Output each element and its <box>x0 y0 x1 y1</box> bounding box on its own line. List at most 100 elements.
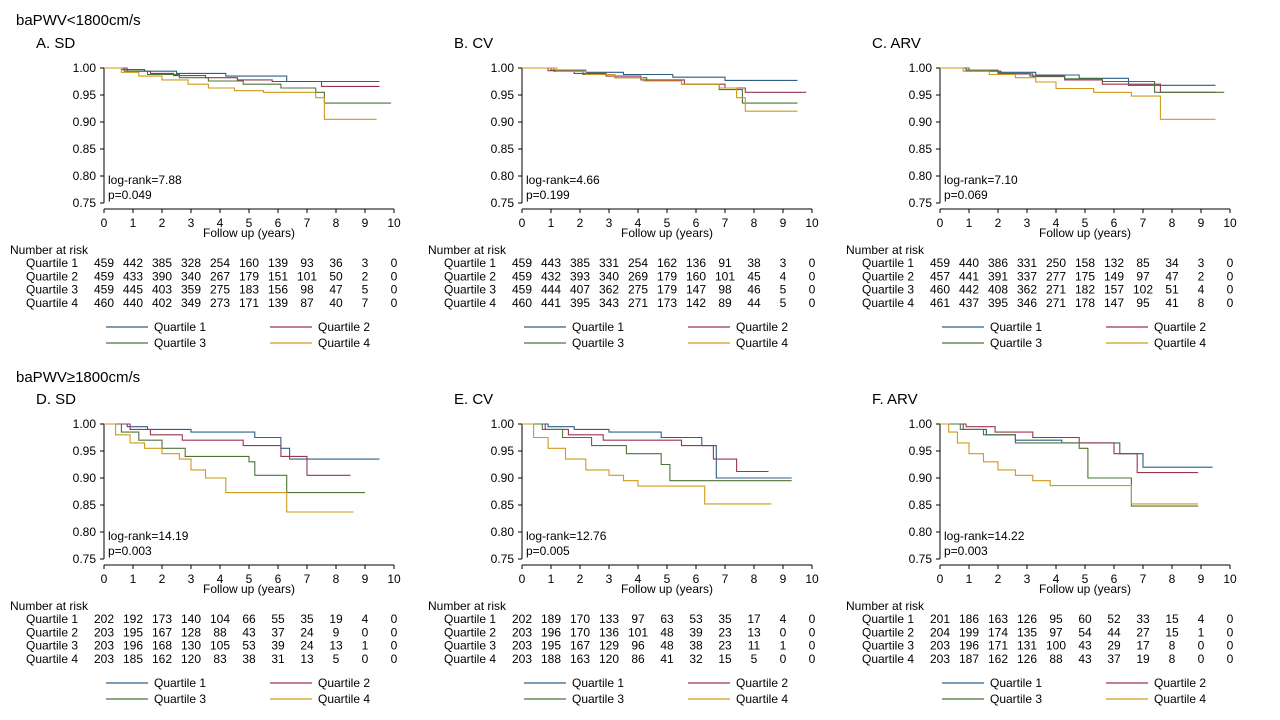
x-tick-label: 3 <box>188 216 195 230</box>
risk-cell: 105 <box>210 639 230 653</box>
legend: Quartile 1 Quartile 2 Quartile 3 Quartile 4 <box>524 320 788 350</box>
risk-cell: 202 <box>94 612 114 626</box>
x-tick-label: 4 <box>635 572 642 586</box>
x-tick-label: 8 <box>1169 572 1176 586</box>
y-tick-label: 0.95 <box>909 444 933 458</box>
risk-cell: 97 <box>1049 625 1063 639</box>
y-tick-label: 0.80 <box>909 525 933 539</box>
risk-cell: 8 <box>1169 639 1176 653</box>
risk-cell: 441 <box>959 269 979 283</box>
panel-title: A. SD <box>36 35 75 52</box>
risk-cell: 0 <box>362 652 369 666</box>
risk-cell: 2 <box>362 269 369 283</box>
risk-cell: 160 <box>686 269 706 283</box>
risk-cell: 3 <box>362 256 369 270</box>
km-curve-quartile-2 <box>940 423 1199 474</box>
risk-cell: 254 <box>628 256 648 270</box>
risk-cell: 179 <box>657 269 677 283</box>
risk-cell: 0 <box>780 625 787 639</box>
risk-cell: 27 <box>1136 625 1150 639</box>
risk-cell: 385 <box>152 256 172 270</box>
risk-cell: 55 <box>271 612 285 626</box>
risk-cell: 459 <box>512 256 532 270</box>
risk-cell: 0 <box>391 639 398 653</box>
x-tick-label: 0 <box>519 216 526 230</box>
km-curve-quartile-4 <box>104 67 377 120</box>
risk-row-label: Quartile 2 <box>26 625 78 639</box>
risk-cell: 9 <box>333 625 340 639</box>
y-tick-label: 0.90 <box>491 115 515 129</box>
x-tick-label: 2 <box>577 572 584 586</box>
risk-cell: 163 <box>570 652 590 666</box>
legend-item: Quartile 2 <box>270 676 370 690</box>
x-tick-label: 4 <box>1053 572 1060 586</box>
risk-cell: 393 <box>570 269 590 283</box>
y-tick-label: 1.00 <box>491 417 515 431</box>
logrank-annotation: p=0.069 <box>944 188 988 202</box>
legend-label: Quartile 3 <box>154 692 206 706</box>
risk-cell: 95 <box>1136 296 1150 310</box>
risk-cell: 48 <box>660 625 674 639</box>
risk-row-label: Quartile 1 <box>444 256 496 270</box>
km-curve-quartile-3 <box>522 67 798 104</box>
legend-item: Quartile 3 <box>106 336 206 350</box>
risk-cell: 441 <box>541 296 561 310</box>
risk-cell: 433 <box>123 269 143 283</box>
x-tick-label: 0 <box>519 572 526 586</box>
risk-cell: 0 <box>1227 625 1234 639</box>
km-curve-quartile-1 <box>522 67 798 81</box>
panel-d-sd: D. SD1.000.950.900.850.800.750 1 2 3 4 5 6 7 8 9 1… <box>10 391 401 706</box>
risk-cell: 168 <box>152 639 172 653</box>
x-axis-label: Follow up (years) <box>1039 582 1131 596</box>
legend-label: Quartile 4 <box>1154 336 1206 350</box>
x-tick-label: 1 <box>548 572 555 586</box>
x-tick-label: 8 <box>333 572 340 586</box>
legend-item: Quartile 3 <box>942 692 1042 706</box>
risk-cell: 38 <box>242 652 256 666</box>
risk-cell: 85 <box>1136 256 1150 270</box>
risk-cell: 38 <box>747 256 761 270</box>
y-tick-label: 0.85 <box>491 498 515 512</box>
risk-cell: 151 <box>268 269 288 283</box>
legend-item: Quartile 2 <box>1106 320 1206 334</box>
risk-cell: 8 <box>1198 296 1205 310</box>
risk-cell: 269 <box>628 269 648 283</box>
legend-label: Quartile 2 <box>1154 676 1206 690</box>
x-tick-label: 3 <box>188 572 195 586</box>
risk-cell: 460 <box>94 296 114 310</box>
risk-cell: 0 <box>1227 639 1234 653</box>
risk-cell: 328 <box>181 256 201 270</box>
risk-cell: 44 <box>747 296 761 310</box>
km-curve-quartile-4 <box>940 423 1199 505</box>
risk-cell: 203 <box>512 652 532 666</box>
legend-item: Quartile 4 <box>270 692 370 706</box>
risk-row-label: Quartile 4 <box>444 296 496 310</box>
risk-cell: 362 <box>1017 283 1037 297</box>
risk-row-label: Quartile 2 <box>862 269 914 283</box>
risk-cell: 101 <box>628 625 648 639</box>
x-tick-label: 6 <box>275 572 282 586</box>
y-tick-label: 0.90 <box>909 471 933 485</box>
risk-cell: 98 <box>300 283 314 297</box>
risk-cell: 195 <box>541 639 561 653</box>
risk-cell: 133 <box>599 612 619 626</box>
x-tick-label: 1 <box>130 216 137 230</box>
legend-item: Quartile 4 <box>1106 336 1206 350</box>
legend-label: Quartile 1 <box>572 320 624 334</box>
y-tick-label: 0.75 <box>491 552 515 566</box>
risk-cell: 129 <box>599 639 619 653</box>
risk-row-label: Quartile 1 <box>862 612 914 626</box>
legend-item: Quartile 4 <box>688 692 788 706</box>
risk-cell: 86 <box>631 652 645 666</box>
x-tick-label: 7 <box>722 216 729 230</box>
risk-cell: 35 <box>300 612 314 626</box>
x-tick-label: 0 <box>101 572 108 586</box>
risk-cell: 17 <box>1136 639 1150 653</box>
risk-table-header: Number at risk <box>846 599 925 613</box>
legend-item: Quartile 3 <box>524 336 624 350</box>
risk-cell: 201 <box>930 612 950 626</box>
risk-cell: 331 <box>1017 256 1037 270</box>
risk-cell: 408 <box>988 283 1008 297</box>
